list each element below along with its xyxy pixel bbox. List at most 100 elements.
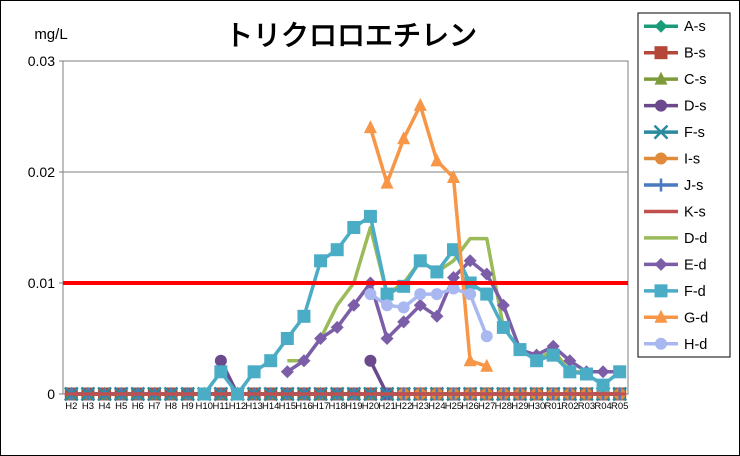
- legend-label: E-d: [684, 257, 707, 273]
- y-tick-label: 0.02: [28, 164, 55, 180]
- data-point: [430, 153, 444, 167]
- data-point: [330, 320, 344, 334]
- data-point: [413, 254, 427, 268]
- data-point: [280, 365, 294, 379]
- legend: A-s B-s C-s D-s F-s I-s J-s K-s D-d E-d F-d G-d H-d: [637, 12, 731, 358]
- series-G-d: [363, 97, 494, 372]
- legend-label: F-d: [684, 284, 706, 300]
- data-point: [214, 354, 227, 367]
- data-point: [430, 288, 443, 301]
- data-point: [613, 365, 627, 379]
- x-tick-label: H7: [148, 401, 160, 412]
- data-point: [596, 365, 610, 379]
- legend-label: F-s: [684, 125, 705, 141]
- legend-label: K-s: [684, 204, 706, 220]
- data-point: [364, 288, 377, 301]
- data-point: [413, 97, 427, 111]
- data-point: [264, 354, 278, 368]
- x-tick-label: R04: [594, 401, 611, 412]
- legend-item: G-d: [644, 309, 708, 326]
- data-point: [480, 267, 494, 281]
- data-point: [463, 353, 477, 367]
- legend-item: E-d: [644, 257, 707, 273]
- x-tick-label: H26: [461, 401, 478, 412]
- legend-item: H-d: [644, 337, 707, 353]
- x-tick-label: H12: [229, 401, 246, 412]
- x-tick-label: H3: [82, 401, 94, 412]
- data-point: [363, 209, 377, 223]
- data-point: [447, 243, 461, 257]
- data-point: [447, 270, 461, 284]
- legend-label: J-s: [684, 178, 703, 194]
- data-point: [397, 315, 411, 329]
- x-tick-label: H19: [345, 401, 362, 412]
- data-point: [380, 287, 394, 301]
- data-point: [563, 365, 577, 379]
- x-tick-label: H22: [395, 401, 412, 412]
- data-point: [314, 332, 328, 345]
- legend-label: G-d: [684, 310, 708, 326]
- legend-marker: [655, 337, 667, 350]
- x-tick-label: H21: [378, 401, 395, 412]
- y-tick-label: 0.03: [28, 53, 55, 69]
- legend-marker: [655, 99, 667, 112]
- x-tick-label: H27: [478, 401, 495, 412]
- x-tick-label: H9: [182, 401, 194, 412]
- x-tick-label: H2: [65, 401, 77, 412]
- legend-marker: [654, 257, 668, 271]
- legend-label: C-s: [684, 72, 707, 88]
- x-tick-label: H5: [115, 401, 127, 412]
- data-point: [463, 254, 477, 268]
- data-point: [447, 282, 460, 295]
- data-point: [496, 298, 510, 312]
- data-point: [347, 221, 361, 234]
- data-point: [381, 299, 394, 312]
- legend-item: C-s: [644, 71, 707, 88]
- data-point: [314, 254, 328, 268]
- legend-item: A-s: [644, 19, 706, 35]
- x-tick-label: H25: [445, 401, 462, 412]
- x-tick-label: H23: [412, 401, 429, 412]
- data-point: [464, 288, 477, 301]
- x-tick-label: H15: [279, 401, 296, 412]
- data-point: [347, 298, 361, 312]
- data-point: [247, 365, 261, 379]
- data-point: [480, 287, 494, 301]
- legend-marker: [654, 309, 668, 323]
- legend-label: D-d: [684, 231, 707, 247]
- data-point: [513, 343, 527, 357]
- data-point: [413, 298, 427, 312]
- data-point: [480, 358, 494, 372]
- data-point: [197, 387, 211, 401]
- data-point: [397, 131, 411, 145]
- x-tick-label: H4: [98, 401, 110, 412]
- legend-item: B-s: [644, 46, 706, 62]
- y-tick-label: 0: [47, 386, 55, 402]
- legend-item: D-d: [644, 231, 707, 247]
- x-tick-label: H29: [511, 401, 528, 412]
- chart-title: トリクロロエチレン: [225, 19, 477, 52]
- x-tick-label: H17: [312, 401, 329, 412]
- data-point: [447, 170, 461, 184]
- data-point: [397, 301, 410, 314]
- x-tick-label: H30: [528, 401, 545, 412]
- legend-label: I-s: [684, 152, 700, 168]
- x-tick-label: R01: [545, 401, 562, 412]
- data-point: [380, 332, 394, 345]
- x-tick-label: H8: [165, 401, 177, 412]
- data-point: [496, 320, 510, 334]
- legend-item: I-s: [644, 152, 700, 168]
- data-point: [297, 354, 311, 368]
- data-point: [364, 354, 377, 367]
- legend-marker: [653, 124, 669, 140]
- x-tick-label: H11: [213, 401, 230, 412]
- data-point: [297, 309, 311, 323]
- x-tick-label: H10: [196, 401, 213, 412]
- x-tick-label: H24: [428, 401, 445, 412]
- x-tick-label: R05: [611, 401, 628, 412]
- legend-label: B-s: [684, 46, 706, 62]
- legend-item: J-s: [644, 178, 703, 194]
- legend-label: D-s: [684, 99, 707, 115]
